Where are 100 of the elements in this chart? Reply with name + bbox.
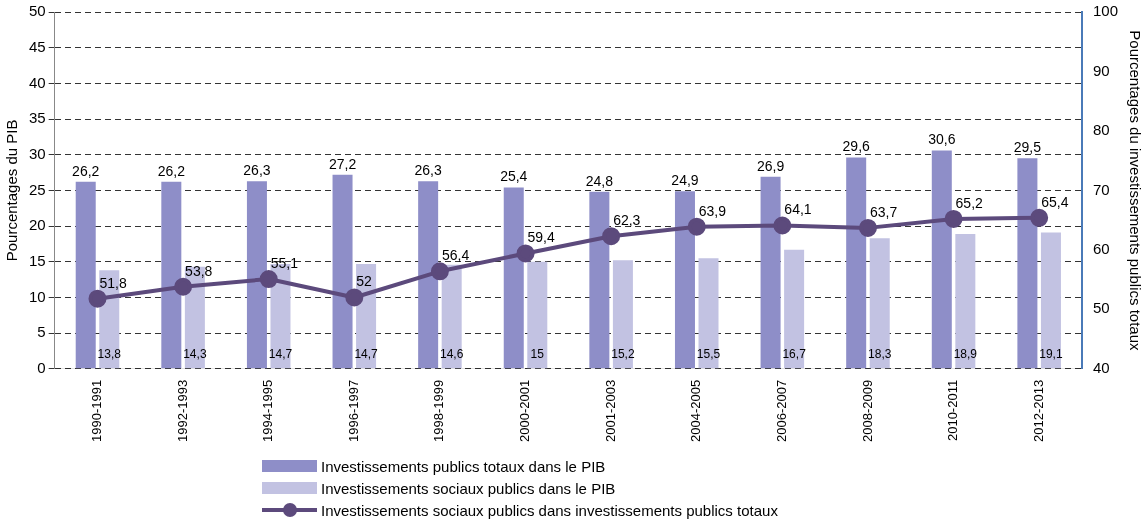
data-label: 16,7	[782, 347, 807, 362]
x-tick-label: 1998-1999	[431, 379, 447, 442]
data-label: 65,2	[955, 194, 984, 211]
bar	[418, 181, 439, 369]
data-label: 14,7	[354, 347, 379, 362]
data-label: 19,1	[1039, 347, 1063, 362]
y2-tick-label: 60	[1092, 240, 1110, 258]
data-label: 26,3	[414, 162, 442, 178]
bar	[503, 187, 524, 369]
y2-tick-label: 90	[1092, 61, 1110, 79]
data-label: 14,6	[440, 347, 464, 362]
y2-tick-label: 100	[1092, 2, 1118, 20]
y-tick-label: 25	[29, 180, 46, 198]
y-tick-label: 50	[29, 2, 46, 20]
point	[858, 218, 877, 237]
data-label: 15,5	[696, 347, 721, 362]
data-label: 15	[530, 347, 545, 362]
x-tick-label: 2000-2001	[517, 379, 533, 442]
data-label: 51,8	[99, 274, 127, 291]
data-label: 26,2	[72, 162, 100, 179]
data-label: 13,8	[97, 347, 122, 362]
legend-label: Investissements publics totaux dans le PIB	[321, 457, 606, 475]
x-tick-label: 1992-1993	[174, 379, 190, 442]
x-tick-label: 1996-1997	[345, 379, 361, 442]
data-label: 24,9	[671, 171, 699, 188]
point	[259, 270, 278, 289]
data-label: 26,9	[756, 157, 785, 174]
bar	[846, 157, 867, 369]
data-label: 15,2	[611, 347, 635, 362]
bar	[75, 181, 96, 369]
bar	[589, 191, 610, 369]
y-tick-label: 40	[29, 73, 46, 91]
data-label: 27,2	[328, 155, 357, 172]
data-label: 56,4	[441, 247, 470, 264]
x-tick-label: 2004-2005	[688, 379, 704, 442]
data-label: 52	[356, 273, 373, 290]
y2-tick-label: 70	[1092, 180, 1110, 198]
bar	[698, 258, 719, 369]
bar	[931, 150, 952, 369]
data-label: 26,3	[243, 162, 271, 178]
point	[602, 227, 621, 246]
point	[687, 217, 706, 236]
point	[516, 244, 535, 263]
point	[88, 289, 107, 308]
data-label: 59,4	[527, 229, 555, 246]
point	[345, 288, 364, 307]
y-tick-label: 15	[29, 251, 46, 269]
point	[944, 209, 963, 228]
y2-tick-label: 40	[1092, 358, 1110, 376]
data-label: 14,3	[183, 347, 207, 362]
y-tick-label: 30	[29, 144, 46, 162]
data-label: 29,6	[842, 138, 871, 155]
bar	[955, 233, 976, 369]
y-tick-label: 5	[37, 323, 46, 341]
bar	[612, 260, 633, 369]
x-tick-label: 2008-2009	[859, 379, 875, 442]
y-axis-title: Pourcentages du PIB	[3, 119, 21, 262]
x-tick-label: 1990-1991	[89, 379, 105, 442]
bar	[527, 261, 548, 369]
data-label: 18,3	[868, 347, 892, 362]
point	[430, 262, 449, 281]
data-label: 24,8	[585, 172, 614, 189]
y-tick-label: 0	[37, 358, 46, 376]
y2-tick-label: 80	[1092, 121, 1110, 139]
data-label: 30,6	[928, 131, 956, 148]
data-label: 29,5	[1013, 139, 1042, 156]
data-label: 63,9	[698, 202, 727, 219]
bar	[760, 176, 781, 369]
legend-label: Investissements sociaux publics dans le PIB	[321, 479, 616, 497]
x-tick-label: 2010-2011	[945, 379, 961, 442]
y2-axis-title: Pourcentages du investissements publics totaux	[1126, 30, 1144, 351]
data-label: 62,3	[613, 212, 641, 229]
x-tick-label: 2006-2007	[773, 379, 789, 442]
data-label: 53,8	[185, 262, 213, 279]
data-label: 63,7	[869, 203, 898, 220]
bar	[332, 174, 353, 369]
bar	[1040, 232, 1061, 369]
data-label: 64,1	[784, 201, 812, 218]
point	[1030, 208, 1049, 227]
legend-label: Investissements sociaux publics dans investissements publics totaux	[321, 501, 778, 519]
data-label: 25,4	[500, 168, 528, 185]
bar	[674, 191, 695, 369]
data-label: 26,2	[157, 162, 186, 179]
data-label: 18,9	[953, 347, 978, 362]
y-tick-label: 10	[29, 287, 46, 305]
x-tick-label: 2001-2003	[602, 379, 618, 442]
bar	[1017, 158, 1038, 369]
bar	[161, 181, 182, 369]
data-label: 55,1	[270, 254, 299, 271]
point	[174, 277, 193, 296]
bar	[246, 181, 267, 369]
bar	[869, 238, 890, 369]
y-tick-label: 20	[29, 216, 46, 234]
y2-tick-label: 50	[1092, 299, 1110, 317]
x-tick-label: 1994-1995	[260, 379, 276, 442]
point	[773, 216, 792, 235]
x-tick-label: 2012-2013	[1030, 379, 1046, 442]
bar	[784, 249, 805, 369]
data-label: 14,7	[268, 347, 293, 362]
y-tick-label: 35	[29, 109, 46, 127]
